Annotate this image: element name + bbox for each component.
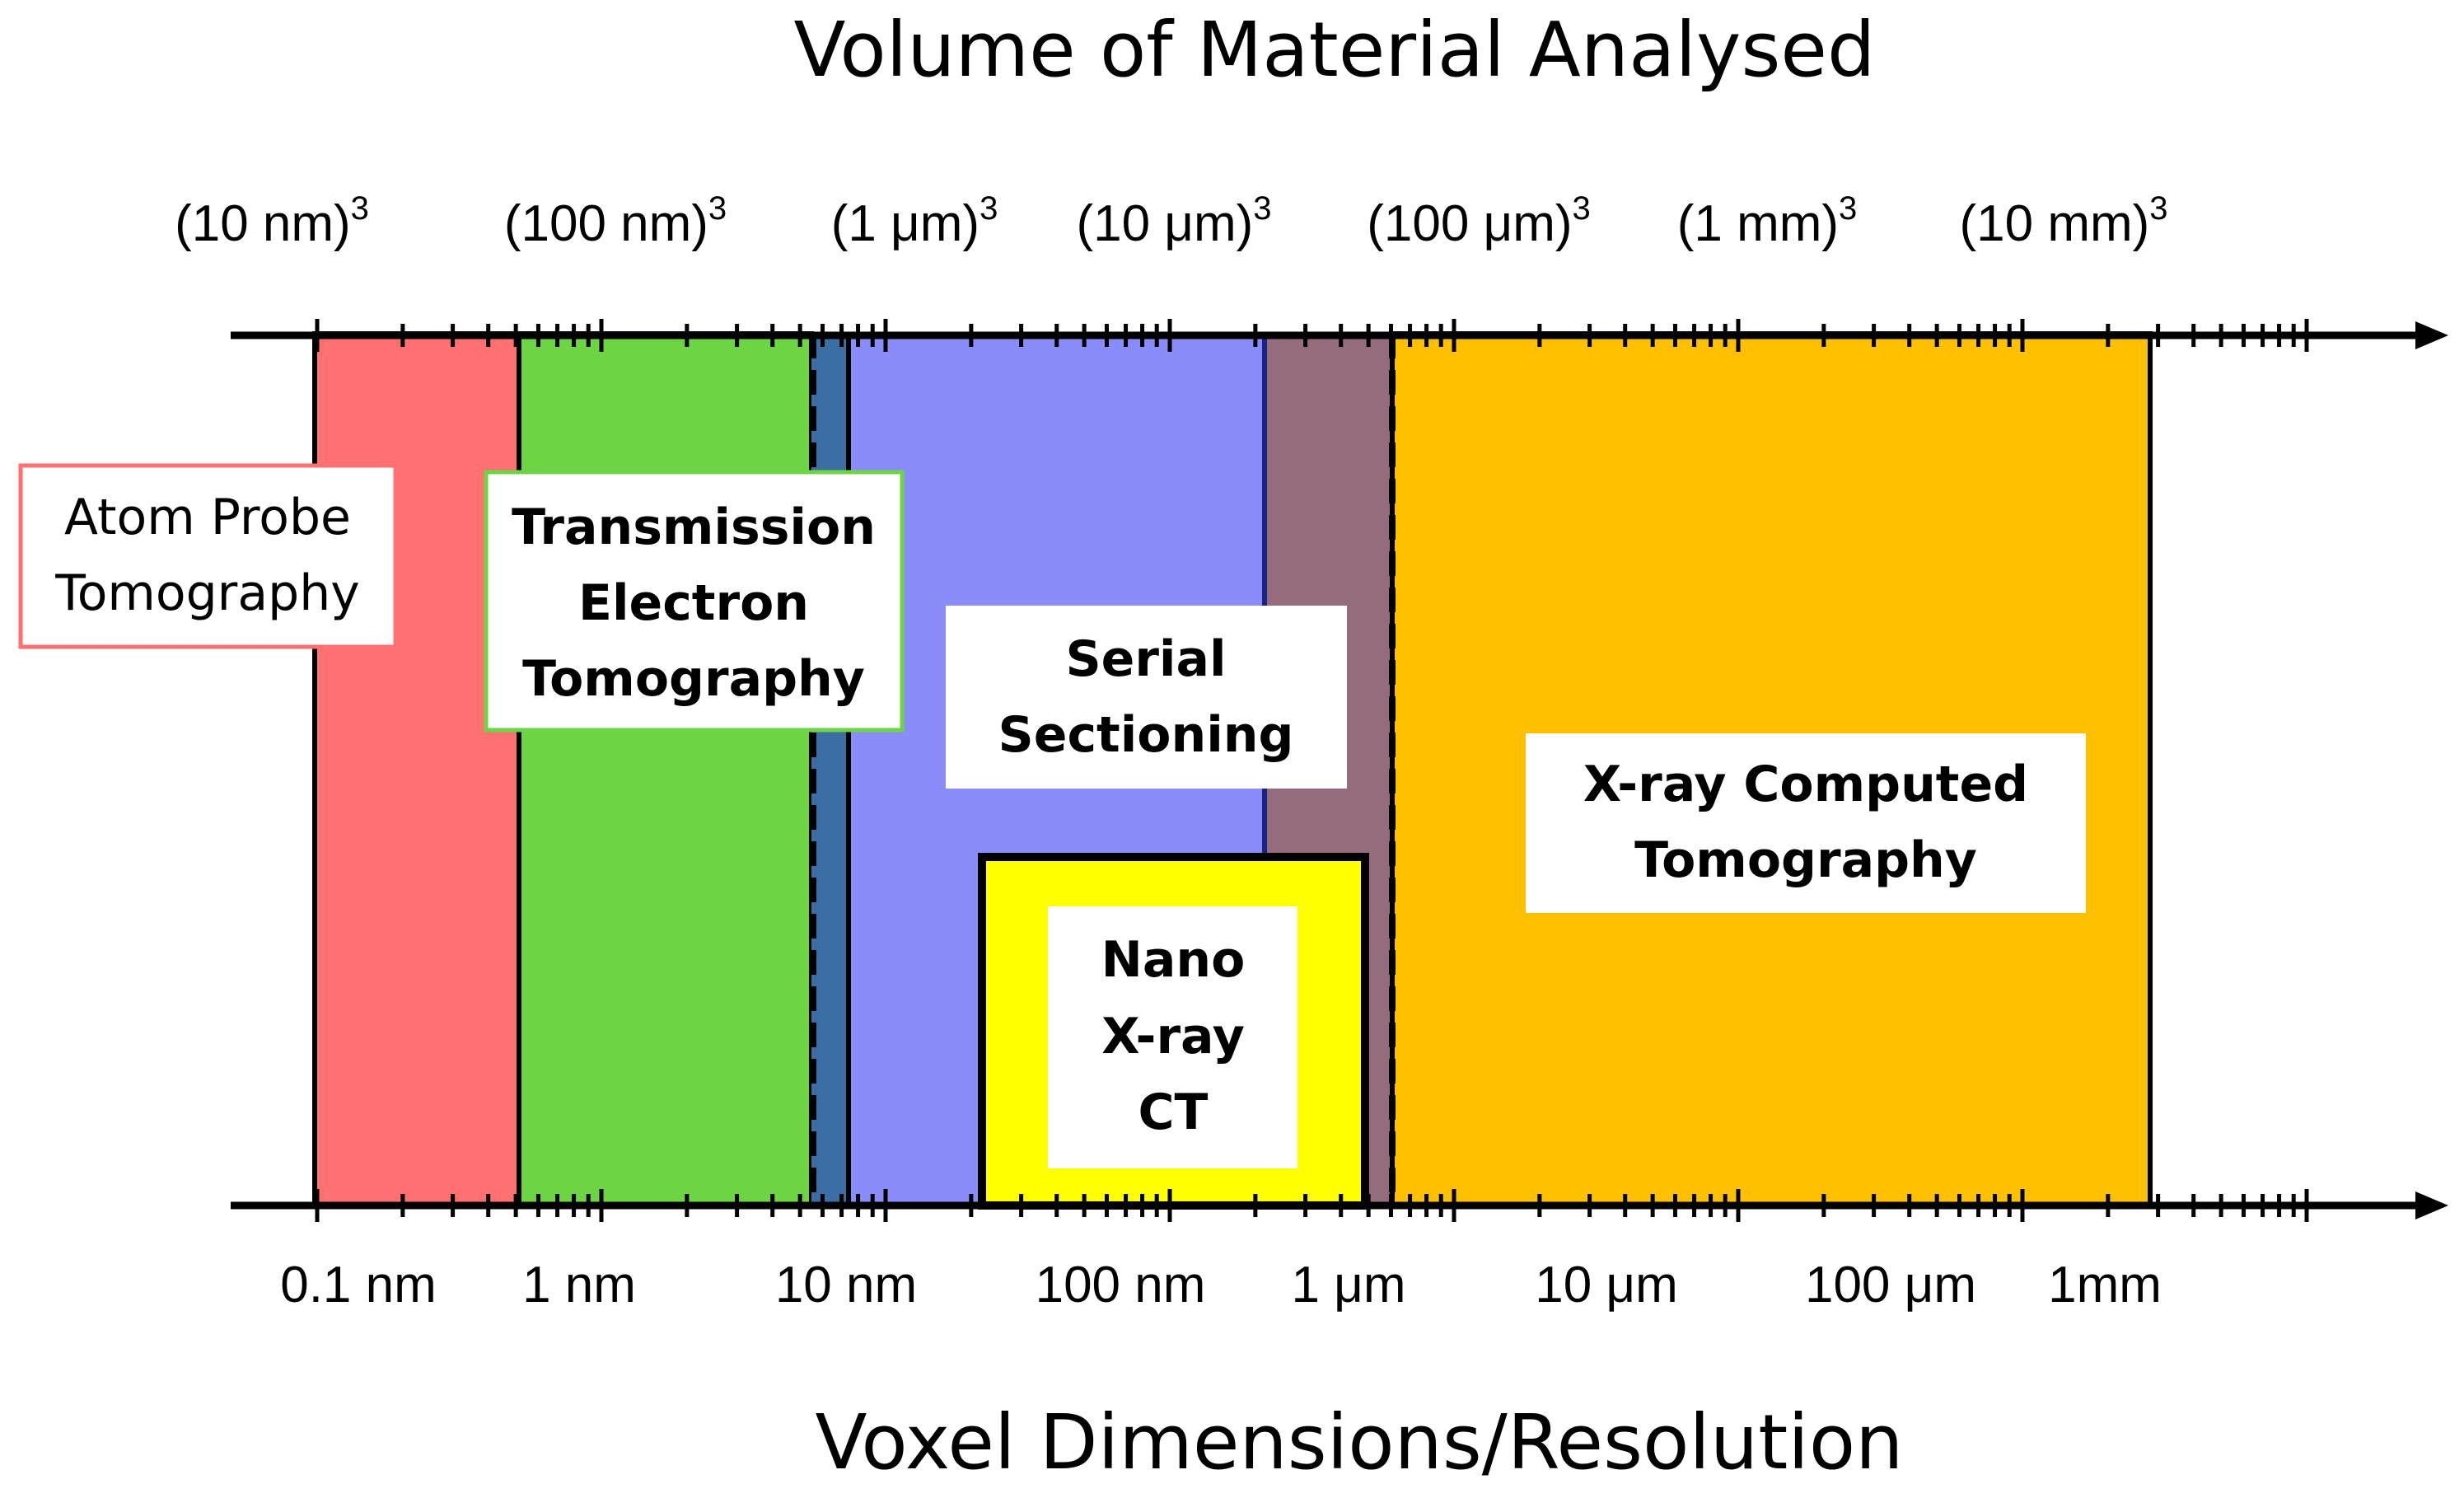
resolution-label: 1 μm [1291,1257,1405,1313]
svg-text:Sectioning: Sectioning [998,706,1294,764]
tem-label: Transmission Electron Tomography [484,470,905,733]
resolution-label: 10 nm [775,1257,917,1313]
bottom-axis [231,1191,2448,1219]
volume-label: (100 nm)3 [504,190,727,252]
resolution-label: 0.1 nm [280,1257,437,1313]
volume-label: (1 μm)3 [831,190,998,252]
resolution-label: 1mm [2048,1257,2162,1313]
resolution-label: 100 nm [1036,1257,1206,1313]
svg-text:Nano: Nano [1101,931,1246,989]
resolution-label: 10 μm [1535,1257,1678,1313]
volume-label: (10 mm)3 [1959,190,2167,252]
svg-text:CT: CT [1138,1084,1209,1141]
tem-serial-overlap-region [811,334,849,1205]
svg-text:Tomography: Tomography [54,564,359,622]
svg-text:X-ray Computed: X-ray Computed [1583,756,2028,813]
resolution-label: 100 μm [1805,1257,1976,1313]
svg-text:Serial: Serial [1065,630,1226,688]
atom-probe-label: Atom Probe Tomography [18,463,398,649]
svg-text:Transmission: Transmission [512,499,876,556]
svg-text:Electron: Electron [578,574,809,632]
volume-label: (10 μm)3 [1076,190,1271,252]
resolution-label: 1 nm [522,1257,636,1313]
resolution-labels: 0.1 nm 1 nm 10 nm 100 nm 1 μm 10 μm 100 … [280,1257,2162,1313]
svg-text:Atom Probe: Atom Probe [64,489,351,546]
top-axis [231,321,2448,349]
serial-sectioning-label: Serial Sectioning [946,606,1347,789]
diagram-title-top: Volume of Material Analysed [794,6,1876,94]
volume-labels: (10 nm)3 (100 nm)3 (1 μm)3 (10 μm)3 (100… [175,190,2167,252]
tem-region [517,331,814,1208]
svg-text:X-ray: X-ray [1101,1008,1245,1065]
diagram-title-bottom: Voxel Dimensions/Resolution [816,1398,1904,1486]
nano-ct-label-box [1048,906,1297,1168]
axis-ticks [315,319,2309,1222]
volume-label: (1 mm)3 [1677,190,1858,252]
svg-text:Tomography: Tomography [1634,831,1977,889]
svg-text:Tomography: Tomography [522,650,865,708]
nano-ct-label: Nano X-ray CT [1101,931,1246,1141]
volume-label: (10 nm)3 [175,190,369,252]
volume-label: (100 μm)3 [1367,190,1591,252]
xct-label: X-ray Computed Tomography [1526,733,2086,913]
